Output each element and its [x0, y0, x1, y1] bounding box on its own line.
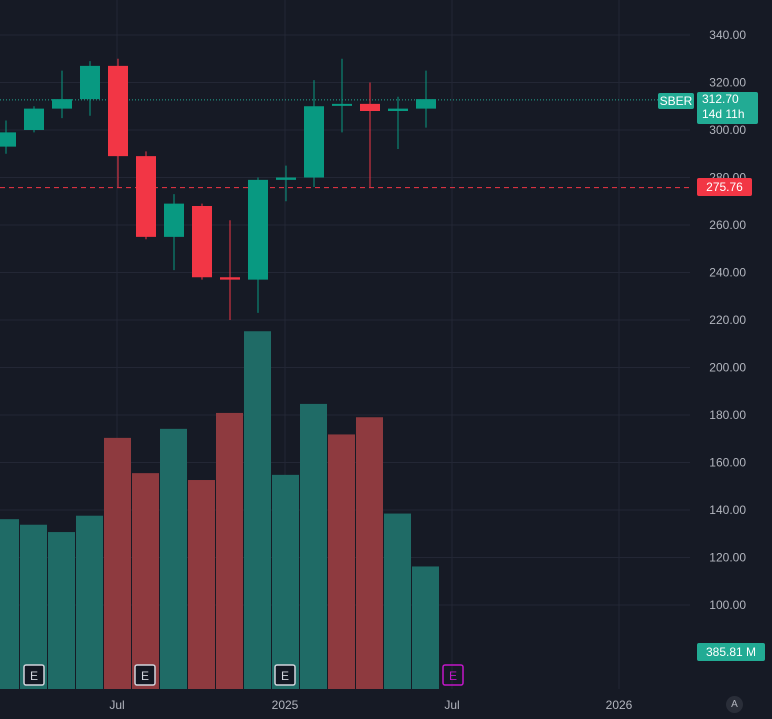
y-tick-label: 180.00 — [709, 408, 746, 422]
volume-bar — [48, 532, 75, 689]
candlestick-series[interactable] — [0, 58, 436, 320]
y-tick-label: 340.00 — [709, 28, 746, 42]
volume-bars — [0, 331, 439, 689]
candle — [24, 106, 44, 133]
candle — [164, 194, 184, 271]
y-tick-label: 120.00 — [709, 551, 746, 565]
auto-scale-button[interactable]: A — [726, 696, 743, 713]
y-tick-label: 260.00 — [709, 218, 746, 232]
volume-bar — [104, 437, 131, 689]
volume-bar — [132, 473, 159, 689]
volume-bar — [328, 434, 355, 689]
candle-body — [52, 99, 72, 109]
candle — [52, 70, 72, 119]
candle-body — [416, 99, 436, 109]
candle — [220, 220, 240, 320]
volume-bar — [384, 513, 411, 689]
earnings-marker-label: E — [449, 669, 457, 683]
volume-bar — [300, 403, 327, 689]
candle-body — [192, 206, 212, 278]
candle-body — [80, 65, 100, 100]
candle — [360, 82, 380, 187]
candle — [248, 177, 268, 313]
y-tick-label: 220.00 — [709, 313, 746, 327]
volume-bar — [216, 412, 243, 689]
earnings-marker-box — [23, 664, 45, 686]
price-axis[interactable]: 340.00320.00300.00280.00260.00240.00220.… — [709, 28, 746, 612]
earnings-marker-label: E — [141, 669, 149, 683]
candle-body — [388, 108, 408, 111]
candle — [332, 58, 352, 133]
volume-label: 385.81 M — [697, 643, 765, 661]
candle-body — [136, 156, 156, 237]
x-tick-label: Jul — [109, 698, 124, 712]
x-tick-label: Jul — [444, 698, 459, 712]
candle — [80, 61, 100, 116]
earnings-marker-box — [274, 664, 296, 686]
candle — [416, 70, 436, 128]
y-tick-label: 240.00 — [709, 266, 746, 280]
volume-bar — [20, 524, 47, 689]
candle — [276, 165, 296, 202]
volume-bar — [188, 480, 215, 689]
volume-bar — [160, 428, 187, 689]
earnings-marker-box — [442, 664, 464, 686]
y-tick-label: 320.00 — [709, 76, 746, 90]
y-tick-label: 140.00 — [709, 503, 746, 517]
last-price-label: 312.70 14d 11h — [697, 92, 758, 124]
volume-bar — [244, 331, 271, 689]
volume-bar — [76, 515, 103, 689]
y-tick-label: 160.00 — [709, 456, 746, 470]
y-tick-label: 200.00 — [709, 361, 746, 375]
candle-body — [108, 65, 128, 157]
candle-body — [164, 203, 184, 237]
candle-body — [276, 177, 296, 180]
candle — [304, 80, 324, 187]
candle-body — [332, 103, 352, 106]
candle-body — [24, 108, 44, 130]
candle-body — [220, 277, 240, 280]
candle — [0, 120, 16, 154]
earnings-marker: E — [274, 664, 296, 686]
time-axis[interactable]: Jul 2025 Jul 2026 — [109, 698, 632, 712]
candle-body — [248, 179, 268, 280]
earnings-marker: E — [442, 664, 464, 686]
earnings-marker: E — [134, 664, 156, 686]
x-tick-label: 2026 — [606, 698, 633, 712]
bar-countdown: 14d 11h — [702, 107, 745, 121]
y-tick-label: 300.00 — [709, 123, 746, 137]
candle-body — [304, 106, 324, 178]
volume-bar — [0, 519, 19, 689]
earnings-marker-box — [134, 664, 156, 686]
candle — [108, 58, 128, 187]
candle — [136, 151, 156, 240]
candle-body — [360, 103, 380, 111]
candle-body — [0, 132, 16, 147]
last-price-value: 312.70 — [702, 92, 739, 106]
earnings-marker-label: E — [30, 669, 38, 683]
volume-bar — [412, 566, 439, 689]
volume-bar — [272, 474, 299, 689]
candle — [192, 203, 212, 280]
reference-price-label: 275.76 — [697, 178, 752, 196]
candle — [388, 96, 408, 149]
x-tick-label: 2025 — [272, 698, 299, 712]
volume-bar — [356, 417, 383, 689]
earnings-marker: E — [23, 664, 45, 686]
earnings-marker-label: E — [281, 669, 289, 683]
symbol-label: SBER — [658, 93, 694, 109]
y-tick-label: 100.00 — [709, 598, 746, 612]
